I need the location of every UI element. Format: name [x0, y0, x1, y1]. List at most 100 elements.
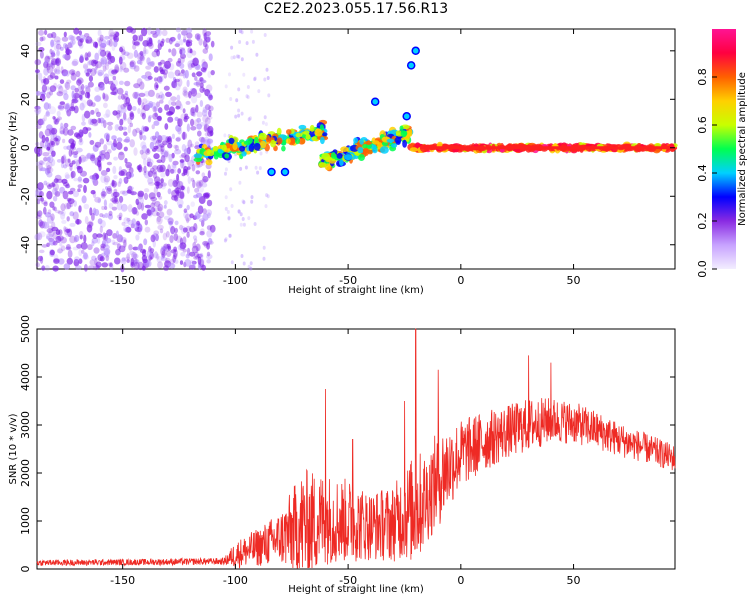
- spectrogram-noise-point: [141, 213, 148, 220]
- spectrogram-noise-point: [139, 50, 144, 56]
- spectrogram-noise-point: [53, 132, 58, 140]
- spectrogram-noise-point: [206, 199, 213, 207]
- spectrogram-noise-point: [199, 231, 205, 236]
- spectrogram-noise-point: [73, 158, 79, 165]
- spectrogram-noise-point: [49, 72, 56, 79]
- spectrogram-noise-point: [53, 36, 61, 43]
- spectrogram-noise-point: [39, 51, 44, 59]
- spectrogram-noise-point: [107, 125, 113, 131]
- spectrogram-noise-point: [84, 33, 90, 38]
- spectrogram-noise-point: [170, 36, 176, 42]
- spectrogram-noise-point: [145, 49, 149, 55]
- spectrogram-noise-point: [187, 47, 192, 54]
- spectrogram-noise-point: [156, 191, 161, 198]
- spectrogram-noise-point: [161, 149, 167, 158]
- spectrogram-noise-point: [127, 204, 133, 213]
- spectrogram-noise-point: [63, 122, 69, 128]
- spectrogram-noise-point: [230, 55, 234, 60]
- spectrogram-noise-point: [58, 229, 63, 236]
- spectrogram-noise-point: [140, 202, 145, 211]
- spectrogram-noise-point: [108, 210, 113, 216]
- spectrogram-noise-point: [207, 71, 212, 78]
- spectrogram-noise-point: [237, 108, 241, 113]
- spectrogram-noise-point: [209, 130, 214, 137]
- spectrogram-noise-point: [118, 178, 123, 184]
- spectrogram-noise-point: [206, 254, 213, 260]
- spectrogram-noise-point: [123, 228, 131, 232]
- spectrogram-noise-point: [235, 98, 239, 103]
- snr-y-tick-label: 3000: [19, 411, 32, 439]
- spectrogram-noise-point: [70, 125, 77, 131]
- spectrogram-noise-point: [183, 38, 187, 43]
- spectrogram-noise-point: [146, 148, 150, 154]
- spectrogram-noise-point: [119, 46, 124, 53]
- spectrogram-noise-point: [140, 108, 146, 116]
- spectrogram-echo-point: [400, 130, 408, 137]
- spectrogram-noise-point: [143, 238, 148, 246]
- spectrogram-noise-point: [126, 189, 132, 194]
- spectrogram-noise-point: [64, 202, 70, 210]
- spectrogram-echo-point: [357, 147, 364, 154]
- spectrogram-noise-point: [192, 108, 197, 118]
- snr-x-tick-label: -100: [223, 574, 248, 587]
- spectrogram-echo-point: [399, 125, 404, 132]
- spectrogram-noise-point: [65, 246, 71, 251]
- spectrogram-noise-point: [142, 135, 147, 141]
- spectrogram-noise-point: [237, 113, 241, 118]
- spectrogram-noise-point: [73, 258, 80, 267]
- spectrogram-noise-point: [157, 224, 164, 230]
- spectrogram-noise-point: [167, 188, 172, 195]
- spectrogram-noise-point: [55, 50, 60, 59]
- spectrogram-noise-point: [83, 184, 87, 194]
- spectrogram-noise-point: [147, 260, 152, 267]
- spectrogram-noise-point: [51, 226, 59, 232]
- spectrogram-noise-point: [100, 56, 108, 65]
- spectrogram-noise-point: [186, 123, 190, 132]
- spectrogram-noise-point: [44, 167, 51, 175]
- spectrogram-y-tick-label: -20: [19, 187, 32, 205]
- snr-x-tick-label: 50: [567, 574, 581, 587]
- spectrogram-x-tick-label: 50: [567, 274, 581, 287]
- spectrogram-echo-point: [379, 146, 389, 154]
- spectrogram-noise-point: [150, 135, 156, 141]
- spectrogram-noise-point: [104, 206, 108, 210]
- spectrogram-noise-point: [56, 91, 64, 97]
- spectrogram-noise-point: [179, 191, 185, 200]
- spectrogram-noise-point: [186, 186, 190, 194]
- spectrogram-noise-point: [114, 195, 118, 203]
- spectrogram-noise-point: [86, 224, 93, 233]
- spectrogram-noise-point: [230, 45, 234, 50]
- spectrogram-echo-point: [362, 144, 368, 149]
- spectrogram-noise-point: [177, 78, 183, 87]
- spectrogram-noise-point: [45, 233, 53, 240]
- spectrogram-noise-point: [146, 57, 151, 65]
- colorbar-tick-label: 0.2: [696, 212, 709, 230]
- spectrogram-noise-point: [171, 80, 178, 89]
- spectrogram-noise-point: [132, 91, 138, 99]
- spectrogram-noise-point: [34, 109, 41, 113]
- spectrogram-noise-point: [129, 139, 135, 148]
- spectrogram-noise-point: [160, 69, 165, 75]
- spectrogram-noise-point: [139, 81, 145, 90]
- spectrogram-noise-point: [193, 213, 200, 220]
- spectrogram-noise-point: [129, 250, 135, 256]
- spectrogram-noise-point: [264, 204, 268, 209]
- spectrogram-noise-point: [44, 29, 48, 36]
- spectrogram-noise-point: [189, 226, 196, 233]
- spectrogram-noise-point: [198, 136, 206, 143]
- spectrogram-noise-point: [153, 207, 160, 212]
- spectrogram-noise-point: [142, 258, 148, 263]
- spectrogram-echo-point: [298, 124, 307, 130]
- spectrogram-noise-point: [73, 177, 78, 182]
- spectrogram-noise-point: [240, 254, 244, 258]
- spectrogram-noise-point: [196, 111, 203, 118]
- spectrogram-noise-point: [261, 120, 265, 125]
- spectrogram-noise-point: [137, 190, 145, 198]
- spectrogram-noise-point: [168, 48, 172, 53]
- spectrogram-noise-point: [35, 90, 39, 96]
- spectrogram-noise-point: [230, 204, 234, 208]
- spectrogram-noise-point: [125, 161, 132, 169]
- spectrogram-noise-point: [87, 81, 94, 88]
- spectrogram-noise-point: [201, 79, 207, 84]
- spectrogram-noise-point: [186, 247, 190, 253]
